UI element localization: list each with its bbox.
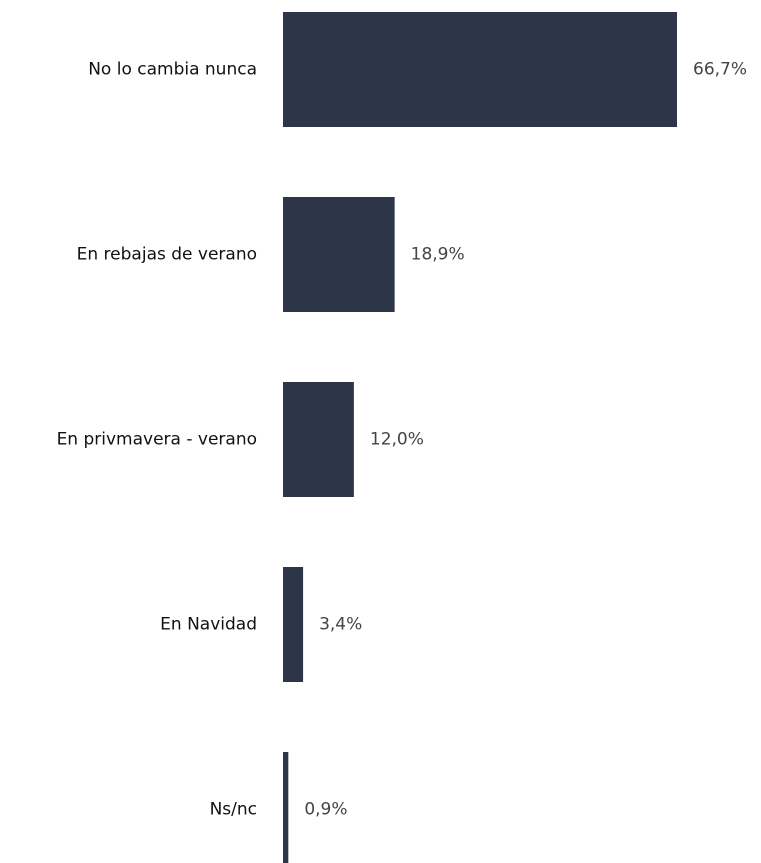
value-label: 12,0% bbox=[370, 430, 424, 450]
category-label: En privmavera - verano bbox=[57, 430, 257, 450]
bar bbox=[283, 197, 395, 312]
category-label: En Navidad bbox=[160, 615, 257, 635]
category-label: Ns/nc bbox=[210, 800, 257, 820]
bar bbox=[283, 12, 677, 127]
value-label: 0,9% bbox=[304, 800, 347, 820]
category-label: En rebajas de verano bbox=[77, 245, 257, 265]
category-label: No lo cambia nunca bbox=[88, 60, 257, 80]
bar bbox=[283, 752, 289, 863]
bar bbox=[283, 382, 354, 497]
value-label: 18,9% bbox=[411, 245, 465, 265]
value-label: 66,7% bbox=[693, 60, 747, 80]
bar bbox=[283, 567, 304, 682]
value-label: 3,4% bbox=[319, 615, 362, 635]
